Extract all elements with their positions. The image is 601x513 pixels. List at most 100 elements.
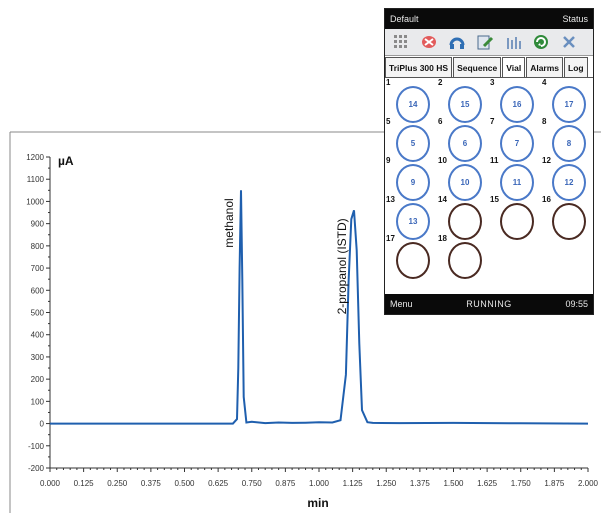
- vial-button[interactable]: 5: [396, 125, 430, 162]
- x-tick-label: 0.375: [141, 479, 162, 488]
- vial-button[interactable]: 8: [552, 125, 586, 162]
- y-tick-label: 1000: [26, 197, 44, 206]
- x-tick-label: 2.000: [578, 479, 599, 488]
- vial-slot: 4 17: [541, 78, 593, 134]
- x-tick-label: 0.125: [74, 479, 95, 488]
- x-tick-label: 1.125: [343, 479, 364, 488]
- vial-slot: 18: [437, 234, 489, 290]
- vial-position: 9: [386, 156, 391, 165]
- cancel-icon[interactable]: [419, 32, 439, 52]
- x-tick-label: 1.000: [309, 479, 330, 488]
- vial-button[interactable]: 6: [448, 125, 482, 162]
- vial-button[interactable]: 16: [500, 86, 534, 123]
- vial-button[interactable]: 10: [448, 164, 482, 201]
- tab-log[interactable]: Log: [564, 57, 588, 77]
- vial-position: 18: [438, 234, 447, 243]
- peak-label: methanol: [222, 198, 236, 247]
- vial-position: 8: [542, 117, 547, 126]
- empty-vial-slot[interactable]: [448, 242, 482, 279]
- x-tick-label: 1.500: [443, 479, 464, 488]
- vial-slot: 2 15: [437, 78, 489, 134]
- vial-button[interactable]: 17: [552, 86, 586, 123]
- x-tick-label: 1.625: [477, 479, 498, 488]
- vial-slot: 11 11: [489, 156, 541, 212]
- run-status: RUNNING: [466, 299, 512, 309]
- vial-position: 12: [542, 156, 551, 165]
- chromatogram-trace: [50, 190, 589, 425]
- close-icon[interactable]: [559, 32, 579, 52]
- y-tick-label: 0: [40, 420, 45, 429]
- x-tick-label: 0.250: [107, 479, 128, 488]
- y-tick-label: -200: [28, 464, 45, 473]
- y-tick-label: 1200: [26, 153, 44, 162]
- vial-position: 15: [490, 195, 499, 204]
- empty-vial-slot[interactable]: [552, 203, 586, 240]
- vial-slot: 17: [385, 234, 437, 290]
- vial-position: 3: [490, 78, 495, 87]
- y-tick-label: 800: [31, 242, 45, 251]
- vial-slot: 12 12: [541, 156, 593, 212]
- vial-button[interactable]: 11: [500, 164, 534, 201]
- x-tick-label: 0.875: [275, 479, 296, 488]
- menu-button[interactable]: Menu: [390, 299, 413, 309]
- vial-position: 6: [438, 117, 443, 126]
- empty-vial-slot[interactable]: [500, 203, 534, 240]
- device-status[interactable]: Status: [562, 14, 588, 24]
- vial-button[interactable]: 7: [500, 125, 534, 162]
- vial-grid: 1 14 2 15 3 16 4 17 5 5 6 6 7 7 8 8 9 9 10 10 11 11 12 12 13 13 14…: [385, 77, 593, 294]
- vial-button[interactable]: 14: [396, 86, 430, 123]
- refresh-icon[interactable]: [531, 32, 551, 52]
- vial-button[interactable]: 13: [396, 203, 430, 240]
- headset-icon[interactable]: [447, 32, 467, 52]
- grid-icon[interactable]: [391, 32, 411, 52]
- x-tick-label: 0.625: [208, 479, 229, 488]
- x-tick-label: 1.250: [376, 479, 397, 488]
- device-title-bar: Default Status: [385, 9, 593, 29]
- y-tick-label: 900: [31, 220, 45, 229]
- vial-position: 4: [542, 78, 547, 87]
- device-title: Default: [390, 14, 419, 24]
- vial-slot: 15: [489, 195, 541, 251]
- x-tick-label: 0.000: [40, 479, 61, 488]
- device-toolbar: [385, 29, 593, 56]
- empty-vial-slot[interactable]: [396, 242, 430, 279]
- edit-icon[interactable]: [475, 32, 495, 52]
- vial-slot: 3 16: [489, 78, 541, 134]
- empty-vial-slot[interactable]: [448, 203, 482, 240]
- y-tick-label: 1100: [27, 175, 45, 184]
- x-tick-label: 1.375: [410, 479, 431, 488]
- peak-label: 2-propanol (ISTD): [335, 218, 349, 314]
- vial-position: 5: [386, 117, 391, 126]
- tab-alarms[interactable]: Alarms: [526, 57, 564, 77]
- y-tick-label: 100: [31, 397, 45, 406]
- y-axis-unit: µA: [58, 154, 74, 168]
- vial-button[interactable]: 9: [396, 164, 430, 201]
- y-tick-label: 400: [31, 331, 45, 340]
- y-tick-label: 300: [31, 353, 45, 362]
- x-tick-label: 0.500: [174, 479, 195, 488]
- y-tick-label: -100: [28, 442, 45, 451]
- vial-position: 11: [490, 156, 499, 165]
- y-tick-label: 700: [31, 264, 45, 273]
- vial-slot: 14: [437, 195, 489, 251]
- device-tabs: TriPlus 300 HS Sequence Vial Alarms Log: [385, 57, 593, 77]
- y-tick-label: 500: [31, 309, 45, 318]
- tab-vial[interactable]: Vial: [502, 57, 526, 77]
- rack-icon[interactable]: [503, 32, 523, 52]
- vial-position: 16: [542, 195, 551, 204]
- vial-position: 10: [438, 156, 447, 165]
- vial-button[interactable]: 12: [552, 164, 586, 201]
- tab-sequence[interactable]: Sequence: [453, 57, 502, 77]
- y-tick-label: 200: [31, 375, 45, 384]
- vial-button[interactable]: 15: [448, 86, 482, 123]
- vial-position: 1: [386, 78, 391, 87]
- tab-triplus-300-hs[interactable]: TriPlus 300 HS: [385, 57, 453, 77]
- vial-position: 14: [438, 195, 447, 204]
- vial-position: 13: [386, 195, 395, 204]
- device-screen: Default Status TriPlus 300 HS Sequence Via…: [384, 8, 594, 315]
